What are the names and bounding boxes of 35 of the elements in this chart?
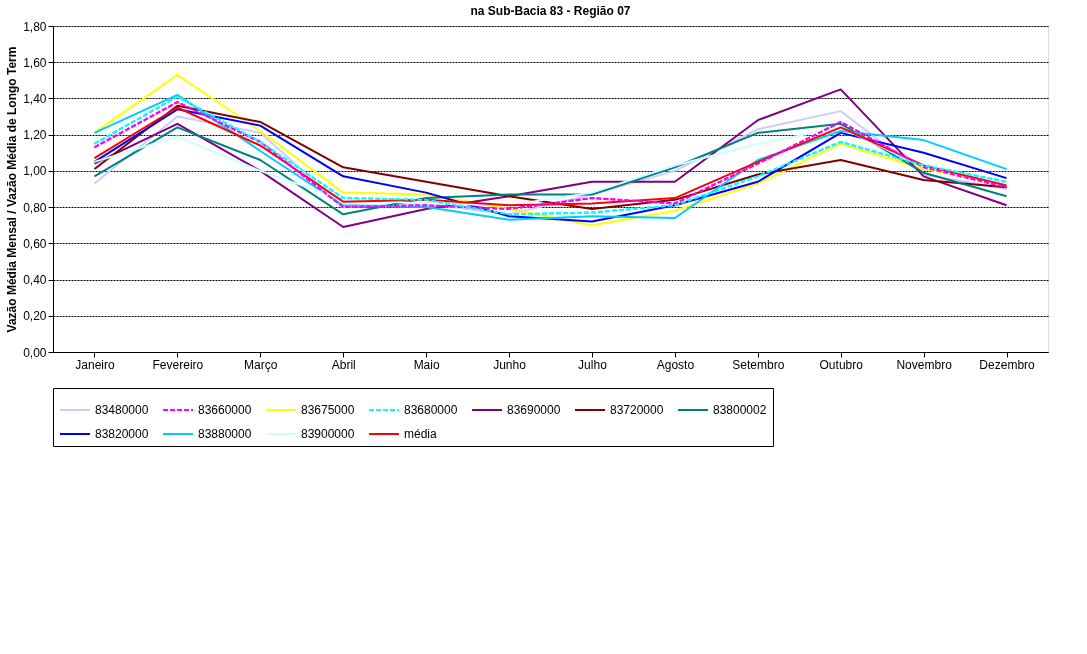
- x-tick-label: Junho: [493, 357, 527, 372]
- x-tick-label: Janeiro: [75, 357, 115, 372]
- y-tick-label: 0,20: [23, 309, 47, 324]
- x-tick-label: Dezembro: [979, 357, 1036, 372]
- y-tick-label: 1,20: [23, 128, 47, 143]
- legend-label: 83800002: [713, 403, 767, 417]
- x-tick-label: Setembro: [732, 357, 785, 372]
- x-tick-label: Agosto: [656, 357, 695, 372]
- legend-label: média: [404, 427, 438, 441]
- legend-label: 83660000: [198, 403, 252, 417]
- y-tick-label: 1,40: [23, 91, 47, 106]
- x-tick-label: Abril: [331, 357, 356, 372]
- legend-label: 83720000: [610, 403, 664, 417]
- y-tick-label: 0,80: [23, 200, 47, 215]
- legend-label: 83480000: [95, 403, 149, 417]
- x-tick-label: Novembro: [896, 357, 953, 372]
- y-tick-label: 1,80: [23, 19, 47, 34]
- x-tick-label: Março: [244, 357, 278, 372]
- legend-label: 83880000: [198, 427, 252, 441]
- legend-label: 83690000: [507, 403, 561, 417]
- y-axis-title: Vazão Média Mensal / Vazão Média de Longo Term: [5, 46, 20, 333]
- legend-label: 83900000: [301, 427, 355, 441]
- legend-label: 83680000: [404, 403, 458, 417]
- x-tick-label: Julho: [578, 357, 608, 372]
- legend-label: 83820000: [95, 427, 149, 441]
- y-tick-label: 0,00: [23, 345, 47, 360]
- y-tick-label: 1,60: [23, 55, 47, 70]
- legend-label: 83675000: [301, 403, 355, 417]
- y-tick-label: 1,00: [23, 164, 47, 179]
- y-tick-label: 0,40: [23, 273, 47, 288]
- x-tick-label: Maio: [413, 357, 440, 372]
- x-tick-label: Fevereiro: [152, 357, 204, 372]
- x-tick-label: Outubro: [819, 357, 864, 372]
- chart-title: na Sub-Bacia 83 - Região 07: [470, 4, 631, 18]
- y-tick-label: 0,60: [23, 236, 47, 251]
